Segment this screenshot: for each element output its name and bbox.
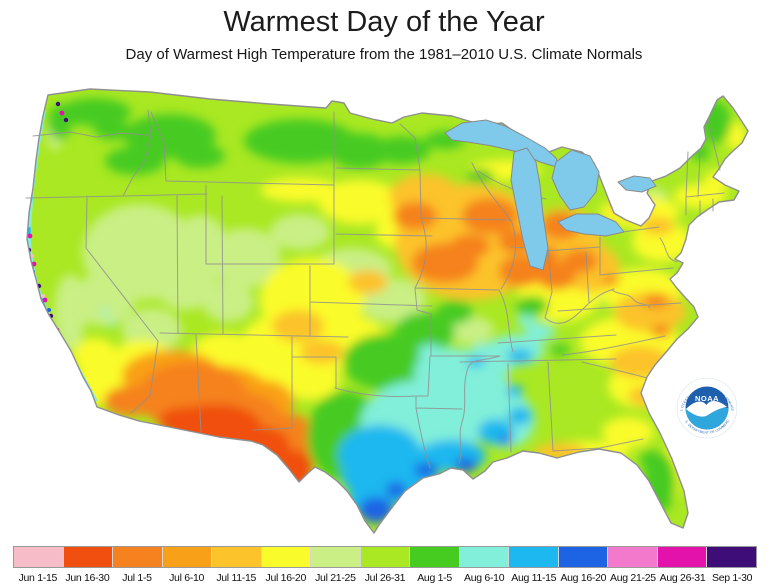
lake-huron [551,149,600,211]
legend-swatch [410,547,460,567]
legend-swatch [14,547,64,567]
legend-label: Jun 16-30 [65,572,110,584]
legend-swatch [558,547,609,567]
legend-label-row: Jun 1-15 Jun 16-30 Jul 1-5 Jul 6-10 Jul 11-1… [13,572,757,584]
lake-michigan [510,147,549,271]
page-subtitle: Day of Warmest High Temperature from the… [125,46,643,63]
region-blobs-aug-16-20 [359,435,511,523]
climate-region-blobs [46,98,746,523]
lake-erie [557,213,625,237]
lake-ontario [617,175,657,193]
legend-label: Aug 21-25 [610,572,656,584]
legend-label: Aug 16-20 [560,572,607,584]
noaa-logo: NOAA NATIONAL OCEANIC AND ATMOSPHERIC AD… [676,377,738,439]
legend-label: Jun 1-15 [18,572,58,584]
legend-swatch [608,547,658,567]
legend-swatch [509,547,559,567]
legend-label: Jul 6-10 [169,572,205,584]
legend-swatch [212,547,262,567]
legend-label: Aug 11-15 [511,572,557,584]
legend: Jun 1-15 Jun 16-30 Jul 1-5 Jul 6-10 Jul 11-1… [13,546,757,584]
page-title: Warmest Day of the Year [223,6,545,38]
legend-swatch [113,547,163,567]
map-fill-area [27,89,748,533]
legend-swatch [162,547,213,567]
region-blobs-jun-1-15 [298,486,310,498]
legend-swatch [657,547,708,567]
legend-swatch-row [13,546,757,568]
legend-label: Jul 1-5 [122,572,152,584]
legend-label: Aug 6-10 [464,572,505,584]
legend-label: Sep 1-30 [712,572,753,584]
legend-label: Jul 26-31 [364,572,406,584]
legend-swatch [261,547,312,567]
great-lakes [444,119,657,271]
legend-label: Aug 1-5 [417,572,452,584]
legend-label: Aug 26-31 [659,572,706,584]
legend-swatch [459,547,510,567]
noaa-acronym: NOAA [695,394,719,403]
legend-label: Jul 11-15 [216,572,257,584]
legend-label: Jul 21-25 [315,572,356,584]
legend-swatch [360,547,411,567]
legend-label: Jul 16-20 [265,572,307,584]
state-borders [25,109,725,469]
noaa-seagull-icon [686,401,727,417]
legend-swatch [63,547,114,567]
legend-swatch [311,547,361,567]
legend-swatch [707,547,756,567]
